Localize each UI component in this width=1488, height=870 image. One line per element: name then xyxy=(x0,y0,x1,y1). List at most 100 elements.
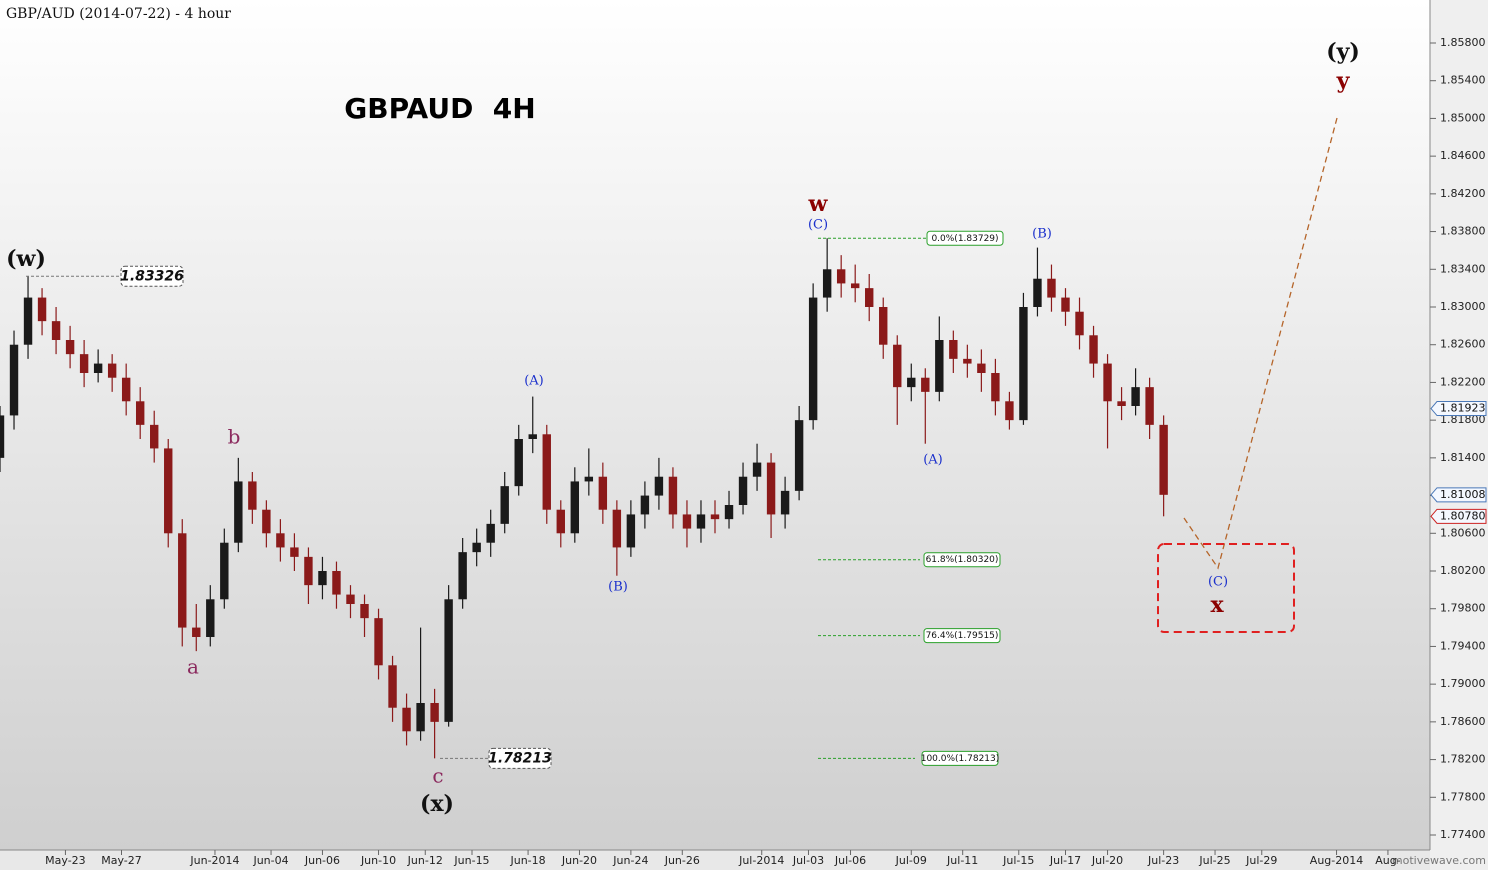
y-tick-label: 1.79400 xyxy=(1440,639,1486,652)
x-tick-label: Jul-23 xyxy=(1147,854,1179,867)
candle-body xyxy=(178,533,187,628)
overlay: (w) a b c (x) (A) (B) w (C) (A) (B) (C) … xyxy=(6,39,1360,817)
candle-body xyxy=(360,604,369,619)
fib-label: 0.0%(1.83729) xyxy=(931,234,998,244)
y-tick-label: 1.83000 xyxy=(1440,300,1486,313)
fib-label: 61.8%(1.80320) xyxy=(926,555,999,565)
x-tick-label: Jul-29 xyxy=(1245,854,1277,867)
x-tick-label: Jul-17 xyxy=(1049,854,1081,867)
wave-label: (w) xyxy=(6,246,46,272)
candle-body xyxy=(206,599,215,638)
y-tick-label: 1.85800 xyxy=(1440,36,1486,49)
candle-body xyxy=(682,514,692,529)
swing-label: 1.83326 xyxy=(120,268,184,284)
candle-body xyxy=(893,344,902,388)
candle-body xyxy=(79,354,89,374)
y-tick-label: 1.79000 xyxy=(1440,677,1486,690)
candle-body xyxy=(766,462,776,515)
candle-body xyxy=(879,306,888,345)
y-tick-label: 1.78200 xyxy=(1440,753,1486,766)
candle-body xyxy=(542,434,551,510)
candle-body xyxy=(808,297,818,421)
candle-body xyxy=(991,373,1000,402)
wave-label: (y) xyxy=(1326,39,1360,65)
candle-body xyxy=(752,462,762,477)
candle-body xyxy=(332,571,341,595)
projection-line xyxy=(1183,117,1338,570)
fib-label-box xyxy=(923,628,1001,644)
candle-body xyxy=(1131,387,1140,407)
y-tick-label: 1.82200 xyxy=(1440,375,1486,388)
x-tick-label: Jul-06 xyxy=(834,854,866,867)
candle-body xyxy=(640,495,650,515)
y-tick-label: 1.85400 xyxy=(1440,74,1486,87)
y-tick-label: 1.77400 xyxy=(1440,828,1486,841)
y-tick-label: 1.83400 xyxy=(1440,262,1486,275)
candle-body xyxy=(865,288,874,307)
y-tick-label: 1.77800 xyxy=(1440,790,1486,803)
candle-body xyxy=(135,401,145,425)
x-tick-label: Jul-03 xyxy=(792,854,824,867)
candle-body xyxy=(963,358,972,364)
x-tick-label: Jul-20 xyxy=(1091,854,1123,867)
candle-body xyxy=(107,363,117,378)
x-tick-label: Jun-15 xyxy=(453,854,489,867)
x-tick-label: Jul-11 xyxy=(946,854,978,867)
chart-title: GBP/AUD (2014-07-22) - 4 hour xyxy=(6,6,231,22)
wave-label: (B) xyxy=(1032,227,1052,242)
candle-body xyxy=(626,514,636,548)
fib-label: 76.4%(1.79515) xyxy=(926,631,999,641)
candle-body xyxy=(458,552,467,600)
price-marker-label: 1.81008 xyxy=(1440,488,1486,501)
candle-body xyxy=(248,481,257,510)
y-tick-label: 1.85000 xyxy=(1440,111,1486,124)
candle-body xyxy=(654,476,664,496)
candle-body xyxy=(51,321,61,340)
wave-label: (B) xyxy=(608,580,628,595)
candle-body xyxy=(780,490,790,515)
candle-body xyxy=(318,571,327,586)
candle-body xyxy=(472,542,481,553)
price-marker xyxy=(1430,487,1487,503)
y-tick-label: 1.81800 xyxy=(1440,413,1486,426)
candle-body xyxy=(907,377,916,388)
candle-body xyxy=(150,424,159,449)
candle-body xyxy=(262,509,271,534)
swing-label-box xyxy=(488,747,552,769)
wave-label: (C) xyxy=(1208,575,1228,590)
x-tick-label: Jul-2014 xyxy=(738,854,784,867)
candle-body xyxy=(935,340,944,392)
x-tick-label: Jul-15 xyxy=(1002,854,1034,867)
candle-body xyxy=(402,707,411,732)
candle-body xyxy=(556,509,565,534)
x-tick-label: Jun-10 xyxy=(360,854,396,867)
x-tick-label: Jun-26 xyxy=(664,854,700,867)
candle-body xyxy=(794,420,804,491)
candle-body xyxy=(949,340,958,359)
candle-body xyxy=(528,434,537,440)
candle-body xyxy=(1005,401,1014,421)
x-tick-label: Jul-25 xyxy=(1198,854,1230,867)
candle-body xyxy=(346,594,355,605)
x-tick-label: Jun-06 xyxy=(304,854,340,867)
y-tick-label: 1.82600 xyxy=(1440,338,1486,351)
candle-body xyxy=(1145,387,1154,425)
candle-body xyxy=(1117,401,1126,407)
candle-body xyxy=(121,377,131,402)
price-marker-label: 1.81923 xyxy=(1440,402,1486,415)
candle-body xyxy=(710,514,720,520)
chart-subtitle: GBPAUD 4H xyxy=(344,92,535,125)
x-tick-label: Jun-2014 xyxy=(189,854,239,867)
candle-body xyxy=(822,269,832,298)
fib-label: 100.0%(1.78213) xyxy=(921,754,1000,764)
candle-body xyxy=(1089,335,1098,364)
plot-background xyxy=(0,0,1430,850)
x-tick-label: May-23 xyxy=(45,854,86,867)
candles xyxy=(0,238,1168,759)
candle-body xyxy=(1159,424,1168,495)
price-marker xyxy=(1430,401,1487,417)
wave-label: (A) xyxy=(923,453,943,468)
wave-label: b xyxy=(228,425,241,449)
